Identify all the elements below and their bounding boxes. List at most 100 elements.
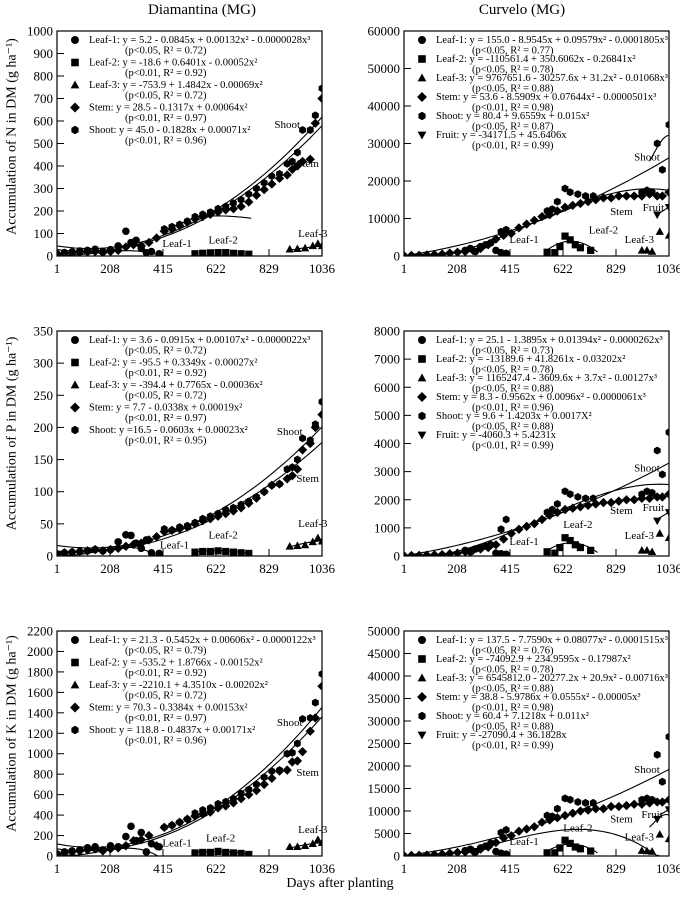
legend-equation: Leaf-2: y = -74092.9 + 234.9595x - 0.179… bbox=[436, 654, 631, 665]
stem-marker bbox=[287, 164, 297, 175]
stem-marker bbox=[414, 550, 424, 556]
shoot-marker bbox=[206, 804, 214, 812]
x-tick-label: 622 bbox=[553, 861, 573, 876]
shoot-marker bbox=[260, 487, 268, 496]
x-tick-label: 208 bbox=[447, 861, 467, 876]
legend-hexagon-marker bbox=[71, 725, 79, 735]
leaf-3-marker bbox=[285, 244, 294, 253]
shoot-marker bbox=[318, 670, 322, 678]
shoot-marker bbox=[283, 465, 291, 474]
leaf-3-marker bbox=[293, 842, 302, 851]
legend-equation: Stem: y = 7.7 - 0.0338x + 0.00019x² bbox=[89, 403, 242, 414]
shoot-marker bbox=[176, 523, 184, 531]
legend-diamond-marker bbox=[417, 392, 427, 402]
legend-equation: Leaf-2: y = -13189.6 + 41.8261x - 0.0320… bbox=[436, 354, 625, 365]
x-tick-label: 1036 bbox=[309, 561, 336, 576]
curve-label: Shoot bbox=[634, 463, 660, 475]
leaf-1-marker bbox=[114, 538, 122, 546]
stem-marker bbox=[67, 248, 77, 256]
curve-label: Leaf-2 bbox=[209, 530, 238, 542]
legend: Leaf-1: y = 3.6 - 0.0915x + 0.00107x² - … bbox=[70, 335, 310, 447]
y-tick-label: 100 bbox=[34, 484, 54, 499]
y-tick-label: 2000 bbox=[27, 644, 53, 659]
y-tick-label: 6000 bbox=[374, 380, 400, 395]
stem-marker bbox=[297, 445, 308, 455]
y-tick-label: 50 bbox=[40, 516, 53, 531]
legend-equation: Fruit: y = -27090.4 + 36.1828x bbox=[436, 730, 567, 741]
legend-stats: (p<0.05, R² = 0.78) bbox=[472, 665, 554, 676]
fit-curve-stem bbox=[57, 442, 322, 553]
stem-marker bbox=[657, 492, 668, 502]
legend-hexagon-marker bbox=[418, 411, 426, 421]
leaf-2-marker bbox=[245, 250, 253, 256]
x-tick-label: 622 bbox=[206, 861, 226, 876]
series-leaf-2 bbox=[543, 232, 595, 256]
series-shoot bbox=[497, 732, 669, 837]
leaf-2-marker bbox=[576, 244, 585, 252]
plot-frame bbox=[56, 630, 323, 857]
curve-label: Shoot bbox=[277, 717, 303, 729]
x-tick-label: 208 bbox=[100, 561, 120, 576]
stem-marker bbox=[98, 546, 108, 556]
y-tick-label: 30000 bbox=[368, 136, 401, 151]
stem-marker bbox=[317, 681, 322, 691]
legend-stats: (p<0.05, R² = 0.76) bbox=[472, 646, 554, 657]
legend-stats: (p<0.01, R² = 0.92) bbox=[125, 368, 207, 379]
legend-stats: (p<0.05, R² = 0.73) bbox=[472, 346, 554, 357]
stem-marker bbox=[67, 847, 77, 856]
stem-marker bbox=[57, 849, 62, 856]
stem-marker bbox=[437, 549, 447, 556]
legend-triangle-marker bbox=[417, 673, 427, 682]
stem-marker bbox=[236, 201, 246, 212]
stem-marker bbox=[121, 541, 131, 552]
stem-marker bbox=[422, 550, 432, 556]
stem-marker bbox=[575, 198, 586, 209]
y-tick-label: 15000 bbox=[368, 781, 401, 796]
fruit-marker bbox=[664, 509, 669, 517]
legend-diamond-marker bbox=[417, 92, 427, 102]
leaf-1-marker bbox=[155, 549, 163, 556]
stem-marker bbox=[105, 246, 116, 256]
legend-circle-marker bbox=[71, 36, 79, 44]
curve-label: Leaf-1 bbox=[509, 536, 538, 548]
shoot-marker bbox=[566, 188, 574, 197]
series-fruit bbox=[653, 509, 669, 526]
series-leaf-3 bbox=[285, 239, 322, 253]
fruit-marker bbox=[664, 806, 669, 814]
stem-marker bbox=[506, 528, 516, 539]
leaf-3-marker bbox=[647, 847, 657, 855]
leaf-3-marker bbox=[300, 841, 310, 850]
stem-marker bbox=[445, 549, 455, 556]
shoot-marker bbox=[214, 799, 222, 808]
legend-hexagon-marker bbox=[71, 125, 79, 135]
y-tick-label: 1600 bbox=[27, 685, 53, 700]
leaf-2-marker bbox=[587, 246, 595, 254]
stem-marker bbox=[514, 826, 524, 836]
stem-marker bbox=[57, 549, 62, 556]
chart-n-diamantina: 0 100 200 300 400 500 600 700 800 900 1000 1 208 415 6… bbox=[27, 24, 336, 277]
shoot-marker bbox=[658, 470, 666, 479]
stem-marker bbox=[614, 801, 624, 812]
stem-marker bbox=[445, 248, 455, 256]
shoot-marker bbox=[214, 509, 222, 518]
shoot-marker bbox=[638, 795, 646, 804]
chart-p-diamantina: 0 50 100 150 200 250 300 350 1 208 415 622 829 1036 Sh… bbox=[34, 324, 336, 577]
leaf-3-marker bbox=[300, 540, 310, 549]
stem-marker bbox=[144, 830, 154, 841]
leaf-2-marker bbox=[214, 547, 222, 555]
shoot-marker bbox=[311, 698, 319, 707]
x-tick-label: 1 bbox=[54, 261, 61, 276]
stem-marker bbox=[437, 249, 447, 256]
leaf-2-marker bbox=[199, 249, 207, 256]
shoot-marker bbox=[160, 225, 168, 233]
y-tick-label: 40000 bbox=[368, 669, 401, 684]
series-leaf-2 bbox=[191, 249, 253, 256]
leaf-2-marker bbox=[571, 843, 579, 851]
y-tick-label: 50000 bbox=[368, 61, 401, 76]
leaf-2-marker bbox=[229, 849, 238, 856]
legend: Leaf-1: y = 25.1 - 1.3895x + 0.01394x² -… bbox=[417, 335, 663, 452]
curve-label: Leaf-3 bbox=[298, 518, 328, 530]
stem-marker bbox=[621, 191, 632, 201]
legend-triangle-down-marker bbox=[417, 731, 427, 740]
y-tick-label: 1000 bbox=[374, 520, 400, 535]
